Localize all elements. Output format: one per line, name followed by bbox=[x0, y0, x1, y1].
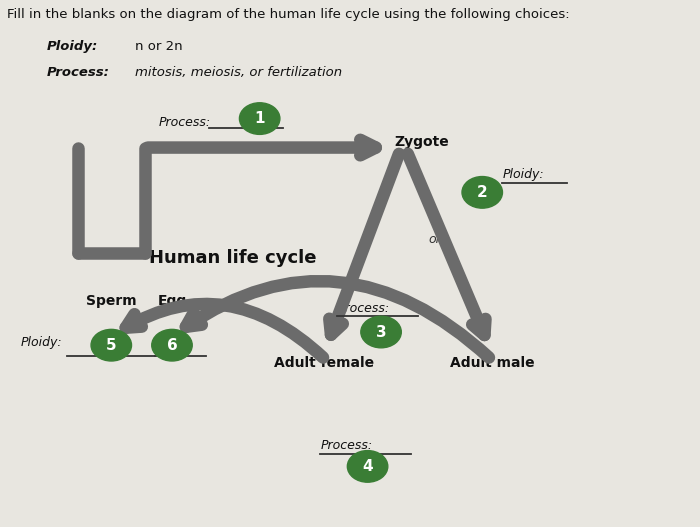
Text: 1: 1 bbox=[254, 111, 265, 126]
Circle shape bbox=[239, 103, 280, 134]
Text: Process:: Process: bbox=[337, 302, 389, 315]
Circle shape bbox=[360, 316, 401, 348]
Circle shape bbox=[152, 329, 193, 361]
Text: Process:: Process: bbox=[47, 66, 110, 79]
Text: Ploidy:: Ploidy: bbox=[47, 40, 99, 53]
Circle shape bbox=[347, 451, 388, 482]
Text: Zygote: Zygote bbox=[395, 135, 449, 149]
Text: 5: 5 bbox=[106, 338, 117, 353]
Text: Fill in the blanks on the diagram of the human life cycle using the following ch: Fill in the blanks on the diagram of the… bbox=[7, 8, 569, 21]
Text: 4: 4 bbox=[363, 459, 373, 474]
Circle shape bbox=[91, 329, 132, 361]
Text: mitosis, meiosis, or fertilization: mitosis, meiosis, or fertilization bbox=[135, 66, 342, 79]
Text: Ploidy:: Ploidy: bbox=[503, 169, 544, 181]
Text: or: or bbox=[428, 233, 442, 246]
Text: 2: 2 bbox=[477, 185, 488, 200]
Text: n or 2n: n or 2n bbox=[135, 40, 183, 53]
Text: Ploidy:: Ploidy: bbox=[20, 336, 62, 349]
Text: Process:: Process: bbox=[321, 439, 372, 452]
Text: 6: 6 bbox=[167, 338, 177, 353]
Text: Adult male: Adult male bbox=[450, 356, 535, 370]
Text: Process:: Process: bbox=[158, 116, 211, 129]
Text: Egg: Egg bbox=[158, 294, 187, 308]
Text: Human life cycle: Human life cycle bbox=[149, 249, 316, 267]
Text: 3: 3 bbox=[376, 325, 386, 339]
Text: Adult female: Adult female bbox=[274, 356, 374, 370]
Text: Sperm: Sperm bbox=[86, 294, 136, 308]
Circle shape bbox=[462, 177, 503, 208]
